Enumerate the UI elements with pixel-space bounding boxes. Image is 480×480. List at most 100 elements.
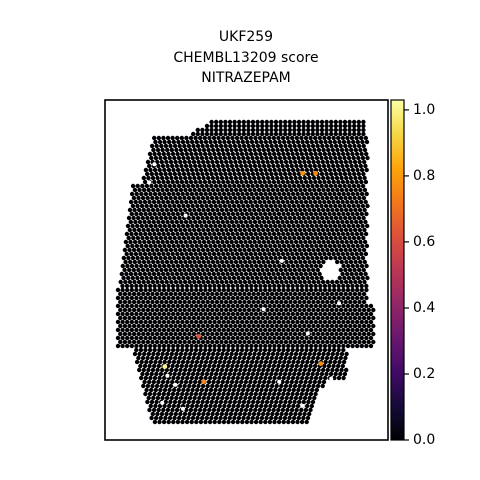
tissue-spot — [243, 239, 248, 245]
tissue-spot — [136, 315, 141, 321]
tissue-spot — [285, 379, 290, 385]
tissue-spot — [310, 155, 315, 161]
tissue-spot — [309, 375, 314, 381]
tissue-spot — [173, 279, 179, 285]
tissue-spot — [155, 207, 160, 213]
tissue-spot — [356, 119, 361, 125]
tissue-spot — [356, 275, 361, 281]
tissue-spot — [329, 143, 334, 149]
tissue-spot — [265, 159, 270, 165]
tissue-spot — [173, 267, 178, 273]
tissue-spot — [200, 143, 205, 149]
tissue-spot — [311, 355, 316, 361]
tissue-spot — [294, 379, 299, 385]
tissue-spot — [231, 155, 237, 161]
tissue-spot — [130, 183, 136, 189]
tissue-spot — [274, 227, 280, 233]
tissue-spot — [258, 391, 263, 397]
tissue-spot — [156, 251, 162, 257]
tissue-spot — [221, 135, 226, 141]
tissue-spot — [336, 311, 341, 317]
tissue-spot — [286, 327, 291, 333]
tissue-spot — [187, 323, 192, 329]
tissue-spot — [274, 247, 279, 253]
tissue-spot — [183, 259, 188, 265]
tissue-spot — [175, 287, 180, 293]
highlighted-spot — [313, 170, 318, 176]
tissue-spot — [203, 191, 208, 197]
tissue-spot — [226, 319, 231, 325]
tissue-spot — [279, 299, 284, 305]
tissue-spot — [314, 275, 319, 281]
tissue-spot — [223, 299, 229, 305]
tissue-spot — [200, 399, 205, 405]
tissue-spot — [224, 411, 229, 417]
tissue-spot — [358, 187, 363, 193]
tissue-spot — [256, 207, 261, 213]
tissue-spot — [223, 235, 228, 241]
tissue-spot — [261, 147, 266, 153]
tissue-spot — [189, 287, 194, 293]
tissue-spot — [287, 143, 293, 149]
tissue-spot — [317, 179, 323, 185]
tissue-spot — [371, 307, 376, 313]
tissue-spot — [325, 207, 330, 213]
tissue-spot — [224, 207, 229, 213]
tissue-spot — [277, 243, 282, 249]
tissue-spot — [192, 207, 197, 213]
tissue-spot — [198, 251, 203, 257]
empty-spot — [329, 376, 334, 381]
tissue-spot — [183, 219, 189, 225]
tissue-spot — [259, 371, 265, 377]
tissue-spot — [159, 299, 164, 305]
tissue-spot — [263, 295, 268, 301]
tissue-spot — [192, 351, 197, 357]
tissue-spot — [299, 151, 304, 157]
tissue-spot — [196, 279, 202, 285]
tissue-spot — [288, 383, 293, 389]
tissue-spot — [239, 199, 244, 205]
tissue-spot — [253, 311, 259, 317]
tissue-spot — [169, 239, 175, 245]
tissue-spot — [290, 211, 295, 217]
tissue-spot — [256, 383, 261, 389]
tissue-spot — [334, 159, 339, 165]
tissue-spot — [254, 139, 259, 145]
tissue-spot — [210, 339, 215, 345]
tissue-spot — [232, 399, 237, 405]
tissue-spot — [281, 311, 286, 317]
tissue-spot — [345, 251, 350, 257]
tissue-spot — [210, 259, 216, 265]
tissue-spot — [363, 231, 369, 237]
tissue-spot — [233, 187, 239, 193]
tissue-spot — [243, 199, 249, 205]
tissue-spot — [230, 211, 236, 217]
tissue-spot — [308, 283, 314, 289]
tissue-spot — [166, 263, 171, 269]
tissue-spot — [178, 239, 184, 245]
tissue-spot — [357, 279, 363, 285]
tissue-spot — [261, 187, 266, 193]
tissue-spot — [180, 211, 185, 217]
tissue-spot — [274, 279, 280, 285]
tissue-spot — [190, 155, 195, 161]
tissue-spot — [122, 307, 128, 313]
tissue-spot — [298, 147, 303, 153]
tissue-spot — [288, 291, 293, 297]
tissue-spot — [154, 291, 160, 297]
tissue-spot — [248, 271, 253, 277]
tissue-spot — [334, 355, 339, 361]
tissue-spot — [166, 303, 171, 309]
colorbar-tick-label: 0.8 — [413, 168, 435, 184]
tissue-spot — [332, 335, 337, 341]
tissue-spot — [360, 255, 366, 261]
tissue-spot — [352, 299, 358, 305]
tissue-spot — [262, 391, 268, 397]
tissue-spot — [316, 175, 321, 181]
tissue-spot — [350, 327, 355, 333]
tissue-spot — [265, 175, 271, 181]
tissue-spot — [371, 315, 376, 321]
tissue-spot — [209, 127, 214, 133]
tissue-spot — [333, 123, 338, 129]
tissue-spot — [136, 267, 141, 273]
